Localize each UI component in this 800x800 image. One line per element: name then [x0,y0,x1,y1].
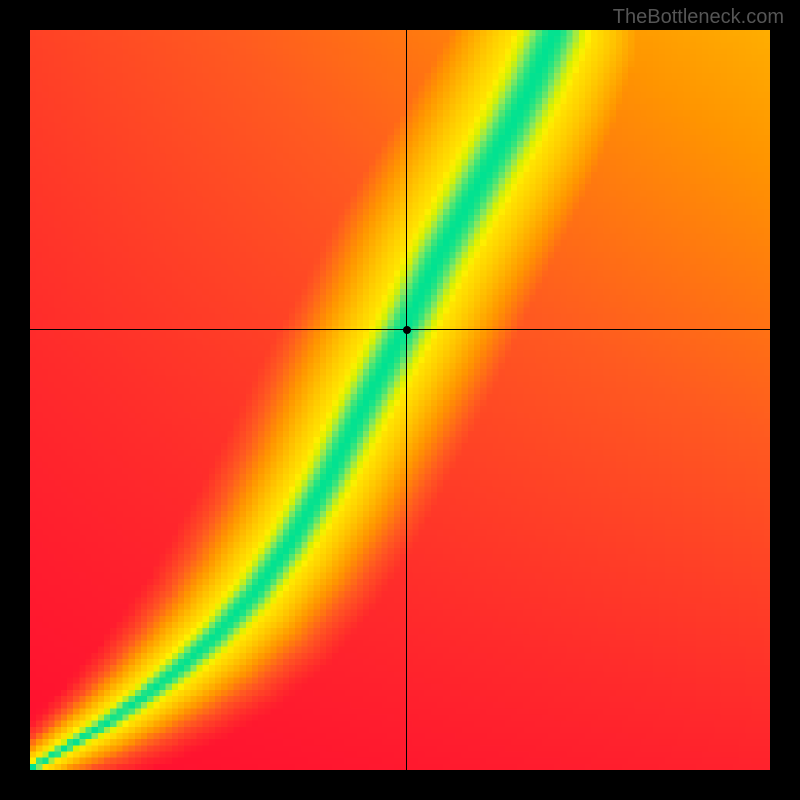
chart-frame: TheBottleneck.com [0,0,800,800]
plot-area [30,30,770,770]
watermark-text: TheBottleneck.com [613,6,784,29]
heatmap-canvas [30,30,770,770]
